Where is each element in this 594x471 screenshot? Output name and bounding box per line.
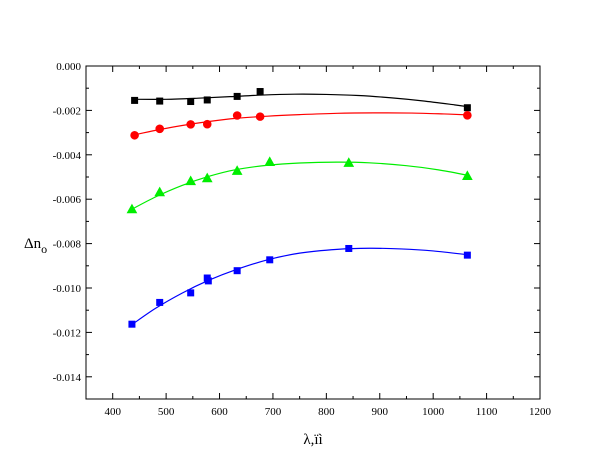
x-tick-label: 1100 <box>476 406 498 418</box>
data-point-square <box>463 251 471 259</box>
data-point-square <box>233 92 241 100</box>
y-tick-label: -0.004 <box>53 150 82 162</box>
x-tick-label: 900 <box>372 406 389 418</box>
data-point-square <box>256 88 264 96</box>
data-point-square <box>463 104 471 112</box>
data-point-square <box>187 289 195 297</box>
data-point-triangle <box>185 175 197 186</box>
data-point-triangle <box>343 157 355 167</box>
x-tick-label: 400 <box>104 406 121 418</box>
data-point-triangle <box>201 172 213 183</box>
data-point-circle <box>232 111 242 120</box>
fit-curve-3 <box>131 247 468 326</box>
data-point-square <box>156 97 164 105</box>
data-markers <box>126 88 473 328</box>
fit-curves <box>131 93 468 326</box>
x-tick-label: 500 <box>158 406 175 418</box>
data-point-square <box>233 267 241 275</box>
x-tick-label: 1200 <box>529 406 552 418</box>
data-point-triangle <box>264 156 276 167</box>
y-tick-label: -0.002 <box>53 105 81 117</box>
data-point-square <box>203 96 211 104</box>
x-tick-label: 600 <box>211 406 228 418</box>
y-axis-label-main: Δn <box>24 236 42 252</box>
data-point-square <box>204 277 212 285</box>
x-tick-label: 700 <box>265 406 282 418</box>
fit-curve-2 <box>131 161 468 210</box>
plot-frame <box>85 65 541 400</box>
data-point-square <box>345 244 353 252</box>
y-tick-label: -0.008 <box>53 239 82 251</box>
y-tick-label: -0.014 <box>53 372 82 384</box>
y-tick-label: 0.000 <box>56 61 81 73</box>
fit-curve-1 <box>134 112 468 136</box>
x-tick-label: 1000 <box>422 406 445 418</box>
y-axis-label-subscript: o <box>41 242 47 256</box>
data-point-circle <box>255 112 265 121</box>
axis-ticks <box>85 65 541 400</box>
y-tick-label: -0.010 <box>53 283 82 295</box>
data-point-circle <box>130 130 139 140</box>
data-point-circle <box>186 120 195 129</box>
data-point-triangle <box>231 165 243 175</box>
tick-labels: 400 500 600 700 800 900 1000 1100 1200 -0.014 -0.0… <box>53 61 552 418</box>
x-axis-label: λ,ïì <box>303 432 322 448</box>
data-point-square <box>187 98 195 106</box>
y-axis-label: Δno <box>24 236 47 256</box>
data-point-square <box>128 320 136 328</box>
data-point-circle <box>202 119 212 129</box>
fit-curve-0 <box>134 93 468 108</box>
y-tick-label: -0.006 <box>53 194 82 206</box>
data-point-triangle <box>462 170 473 180</box>
x-tick-label: 800 <box>318 406 335 418</box>
data-point-square <box>156 298 164 306</box>
data-point-triangle <box>154 186 166 197</box>
data-point-square <box>266 256 274 264</box>
data-point-circle <box>155 124 165 134</box>
data-point-square <box>131 96 139 104</box>
data-point-circle <box>463 110 472 120</box>
y-tick-label: -0.012 <box>53 327 81 339</box>
data-point-triangle <box>126 203 138 214</box>
